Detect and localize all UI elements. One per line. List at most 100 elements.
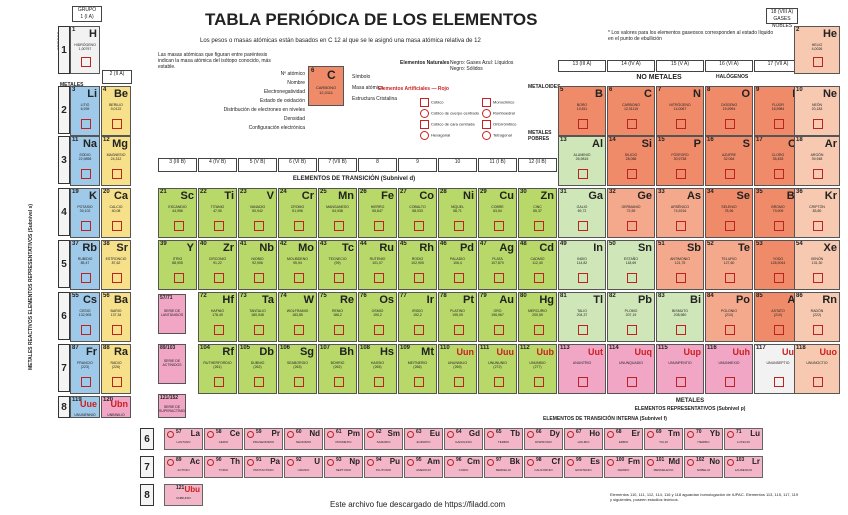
element-cell-be[interactable]: 4 Be BERILIO 9,0122 (101, 86, 131, 136)
f-element-bk[interactable]: 97 Bk BERKELIO (484, 456, 523, 478)
element-cell-zr[interactable]: 40 Zr CIRCONIO 91,22 (198, 240, 237, 290)
f-element-th[interactable]: 90 Th TORIO (204, 456, 243, 478)
f-element-yb[interactable]: 70 Yb ITERBIO (684, 428, 723, 450)
element-cell-mo[interactable]: 42 Mo MOLIBDENO 95,94 (278, 240, 317, 290)
element-cell-ge[interactable]: 32 Ge GERMANIO 72,59 (607, 188, 655, 238)
f-element-ho[interactable]: 67 Ho HOLMIO (564, 428, 603, 450)
element-cell-fe[interactable]: 26 Fe HIERRO 55,847 (358, 188, 397, 238)
element-cell-s[interactable]: 16 S AZUFRE 32,064 (705, 136, 753, 186)
element-cell-uut[interactable]: 113 Uut UNUNTRIO (558, 344, 606, 394)
f-element-am[interactable]: 95 Am AMERICIO (404, 456, 443, 478)
f-element-dy[interactable]: 66 Dy DISPROSIO (524, 428, 563, 450)
f-element-er[interactable]: 68 Er ERBIO (604, 428, 643, 450)
element-cell-pb[interactable]: 82 Pb PLOMO 207,19 (607, 292, 655, 342)
element-cell-sn[interactable]: 50 Sn ESTAÑO 118,69 (607, 240, 655, 290)
f-element-nd[interactable]: 60 Nd NEODIMIO (284, 428, 323, 450)
element-cell-tc[interactable]: 43 Tc TECNECIO (99) (318, 240, 357, 290)
element-cell-sr[interactable]: 38 Sr ESTRONCIO 87,62 (101, 240, 131, 290)
f-element-np[interactable]: 93 Np NEPTUNIO (324, 456, 363, 478)
element-cell-uuu[interactable]: 111 Uuu UNUNUNIO (272) (478, 344, 517, 394)
element-cell-tl[interactable]: 81 Tl TALIO 204,37 (558, 292, 606, 342)
element-cell-bh[interactable]: 107 Bh BOHRIO (262) (318, 344, 357, 394)
element-cell-uuh[interactable]: 116 Uuh UNUNHEXIO (705, 344, 753, 394)
element-cell-si[interactable]: 14 Si SILICIO 28,086 (607, 136, 655, 186)
element-cell-h[interactable]: 1 H HIDRÓGENO 1,00797 (70, 26, 100, 74)
f-element-u[interactable]: 92 U URANIO (284, 456, 323, 478)
element-cell-kr[interactable]: 36 Kr CRIPTÓN 83,80 (794, 188, 840, 238)
element-cell-ti[interactable]: 22 Ti TITANIO 47,90 (198, 188, 237, 238)
element-cell-hg[interactable]: 80 Hg MERCURIO 200,59 (518, 292, 557, 342)
element-cell-rn[interactable]: 86 Rn RADÓN (222) (794, 292, 840, 342)
element-cell-uue[interactable]: 119 Uue UNUNENNIO (70, 396, 100, 418)
element-cell-in[interactable]: 49 In INDIO 114,82 (558, 240, 606, 290)
element-cell-uub[interactable]: 112 Uub UNUNBIO (277) (518, 344, 557, 394)
f-element-sm[interactable]: 62 Sm SAMARIO (364, 428, 403, 450)
f-element-ce[interactable]: 58 Ce CERIO (204, 428, 243, 450)
element-cell-n[interactable]: 7 N NITRÓGENO 14,0067 (656, 86, 704, 136)
element-cell-al[interactable]: 13 Al ALUMINIO 26,9815 (558, 136, 606, 186)
element-cell-os[interactable]: 76 Os OSMIO 190,2 (358, 292, 397, 342)
element-cell-mt[interactable]: 109 Mt MEITNERIO (266) (398, 344, 437, 394)
element-cell-ra[interactable]: 88 Ra RADIO (226) (101, 344, 131, 394)
f-element-ac[interactable]: 89 Ac ACTINIO (164, 456, 203, 478)
f-element-pu[interactable]: 94 Pu PLUTONIO (364, 456, 403, 478)
element-cell-cd[interactable]: 48 Cd CADMIO 112,40 (518, 240, 557, 290)
f-element-eu[interactable]: 63 Eu EUROPIO (404, 428, 443, 450)
element-cell-ta[interactable]: 73 Ta TANTALIO 180,948 (238, 292, 277, 342)
f-element-fm[interactable]: 100 Fm FERMIO (604, 456, 643, 478)
element-cell-rh[interactable]: 45 Rh RODIO 102,905 (398, 240, 437, 290)
element-cell-se[interactable]: 34 Se SELENIO 78,96 (705, 188, 753, 238)
f-element-es[interactable]: 99 Es EINSTENIO (564, 456, 603, 478)
element-cell-ar[interactable]: 18 Ar ARGÓN 39,948 (794, 136, 840, 186)
element-cell-ag[interactable]: 47 Ag PLATA 107,870 (478, 240, 517, 290)
element-cell-sc[interactable]: 21 Sc ESCANDIO 44,956 (158, 188, 197, 238)
element-cell-co[interactable]: 27 Co COBALTO 58,933 (398, 188, 437, 238)
f-element-gd[interactable]: 64 Gd GADOLINIO (444, 428, 483, 450)
element-cell-pd[interactable]: 46 Pd PALADIO 106,4 (438, 240, 477, 290)
element-cell-ca[interactable]: 20 Ca CALCIO 40,08 (101, 188, 131, 238)
f-element-la[interactable]: 57 La LANTANO (164, 428, 203, 450)
element-cell-w[interactable]: 74 W WOLFRAMIO 183,85 (278, 292, 317, 342)
element-cell-li[interactable]: 3 Li LITIO 6,939 (70, 86, 100, 136)
element-cell-c[interactable]: 6 C CARBONO 12,01115 (607, 86, 655, 136)
element-cell-hs[interactable]: 108 Hs HASSIO (265) (358, 344, 397, 394)
f-element-cm[interactable]: 96 Cm CURIO (444, 456, 483, 478)
element-cell-uun[interactable]: 110 Uun UNUNNILIO (269) (438, 344, 477, 394)
element-cell-ne[interactable]: 10 Ne NEÓN 20,183 (794, 86, 840, 136)
f-element-ubu[interactable]: 121 Ubu UNBIUNIO (164, 484, 203, 506)
element-cell-rb[interactable]: 37 Rb RUBIDIO 85,47 (70, 240, 100, 290)
f-element-tm[interactable]: 69 Tm TULIO (644, 428, 683, 450)
element-cell-sb[interactable]: 51 Sb ANTIMONIO 121,75 (656, 240, 704, 290)
f-element-no[interactable]: 102 No NOBELIO (684, 456, 723, 478)
element-cell-ni[interactable]: 28 Ni NÍQUEL 58,71 (438, 188, 477, 238)
element-cell-au[interactable]: 79 Au ORO 196,967 (478, 292, 517, 342)
f-element-cf[interactable]: 98 Cf CALIFORNIO (524, 456, 563, 478)
element-cell-bi[interactable]: 83 Bi BISMUTO 208,980 (656, 292, 704, 342)
element-cell-uuo[interactable]: 118 Uuo UNUNOCTIO (794, 344, 840, 394)
f-element-tb[interactable]: 65 Tb TERBIO (484, 428, 523, 450)
element-cell-v[interactable]: 23 V VANADIO 50,942 (238, 188, 277, 238)
element-cell-rf[interactable]: 104 Rf RUTHERFORDIO (261) (198, 344, 237, 394)
f-element-pm[interactable]: 61 Pm PROMETIO (324, 428, 363, 450)
element-cell-na[interactable]: 11 Na SODIO 22,9898 (70, 136, 100, 186)
element-cell-cs[interactable]: 55 Cs CESIO 132,905 (70, 292, 100, 342)
element-cell-mg[interactable]: 12 Mg MAGNESIO 24,312 (101, 136, 131, 186)
element-cell-ba[interactable]: 56 Ba BARIO 137,34 (101, 292, 131, 342)
f-element-lr[interactable]: 103 Lr LAURENCIO (724, 456, 763, 478)
element-cell-he[interactable]: 2 He HELIO 4,0026 (794, 26, 840, 74)
f-element-pr[interactable]: 59 Pr PRASEODIMIO (244, 428, 283, 450)
element-cell-as[interactable]: 33 As ARSÉNICO 74,9216 (656, 188, 704, 238)
element-cell-y[interactable]: 39 Y ITRIO 88,905 (158, 240, 197, 290)
element-cell-zn[interactable]: 30 Zn CINC 65,37 (518, 188, 557, 238)
element-cell-cr[interactable]: 24 Cr CROMO 51,996 (278, 188, 317, 238)
element-cell-ga[interactable]: 31 Ga GALIO 69,72 (558, 188, 606, 238)
f-element-pa[interactable]: 91 Pa PROTACTINIO (244, 456, 283, 478)
element-cell-b[interactable]: 5 B BORO 10,811 (558, 86, 606, 136)
element-cell-ubn[interactable]: 120 Ubn UNBINILIO (101, 396, 131, 418)
element-cell-k[interactable]: 19 K POTASIO 39,102 (70, 188, 100, 238)
element-cell-p[interactable]: 15 P FÓSFORO 30,9738 (656, 136, 704, 186)
element-cell-fr[interactable]: 87 Fr FRANCIO (223) (70, 344, 100, 394)
element-cell-ru[interactable]: 44 Ru RUTENIO 101,07 (358, 240, 397, 290)
element-cell-po[interactable]: 84 Po POLONIO (210) (705, 292, 753, 342)
element-cell-ir[interactable]: 77 Ir IRIDIO 192,2 (398, 292, 437, 342)
